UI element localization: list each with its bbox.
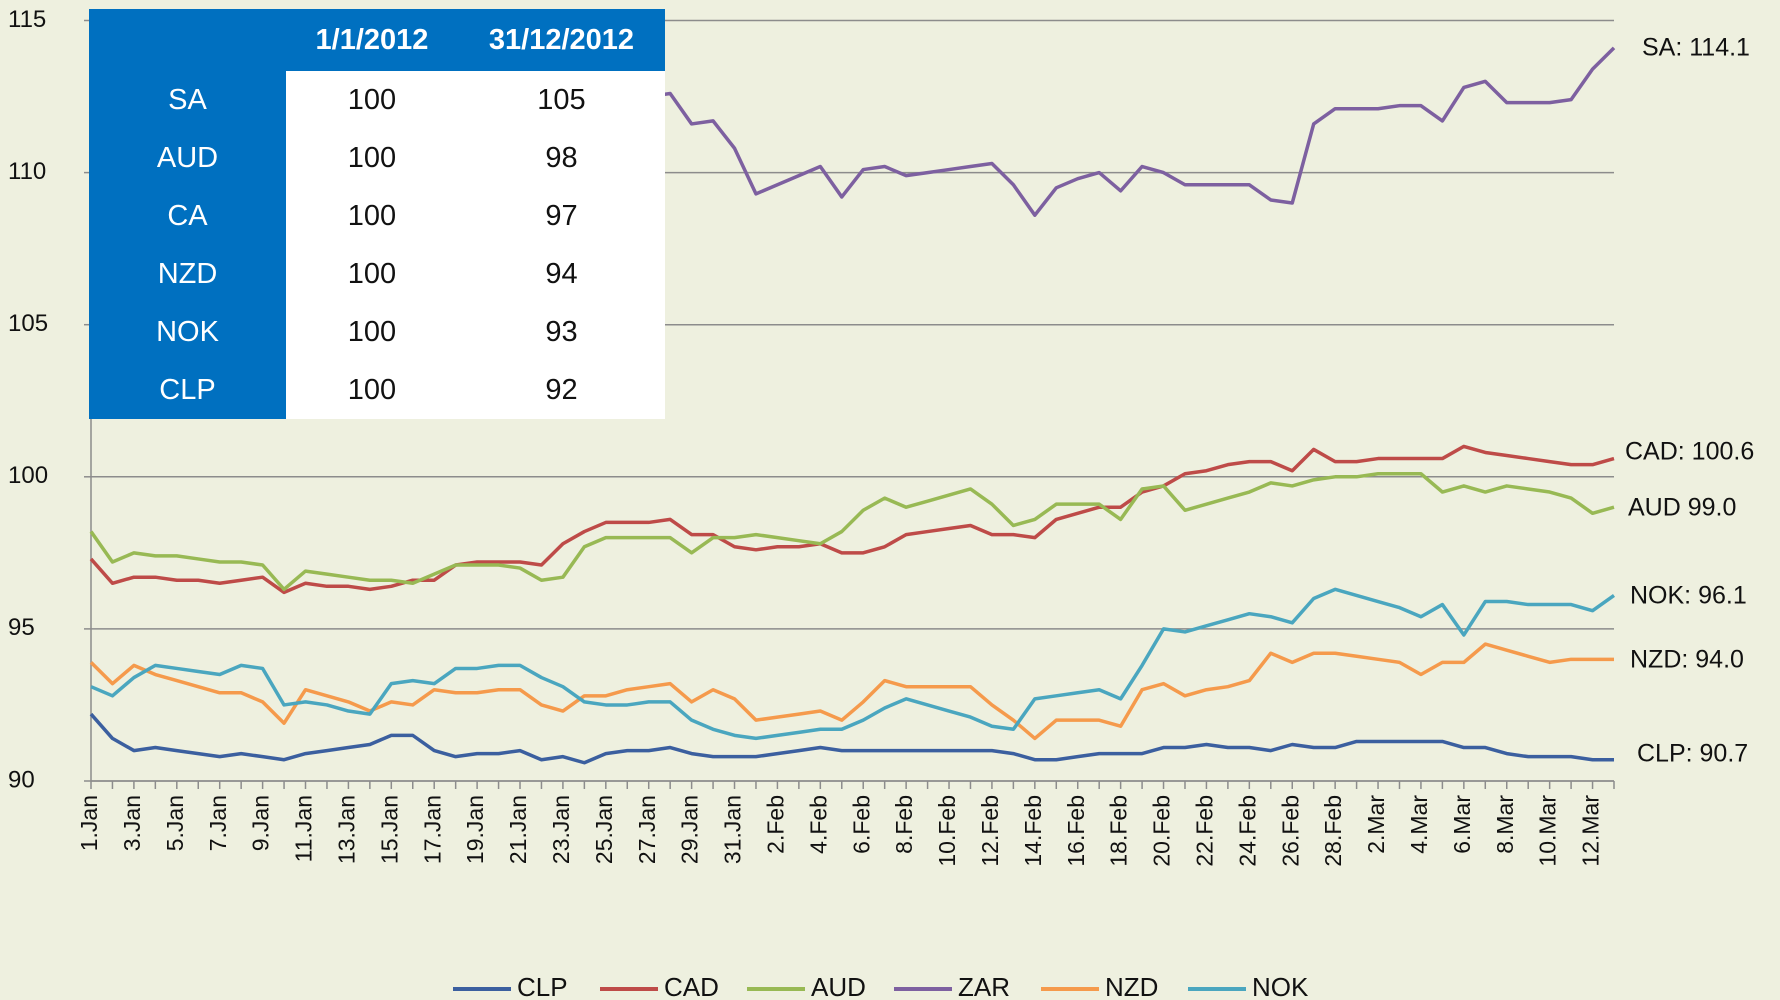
x-tick-label: 8.Feb [891,795,917,854]
x-tick-label: 6.Mar [1449,795,1475,854]
legend-label: NOK [1252,972,1309,1000]
x-tick-label: 12.Mar [1578,795,1604,867]
table-cell: 105 [458,71,665,129]
x-tick-label: 29.Jan [677,795,703,864]
column-header: 31/12/2012 [458,9,665,71]
x-tick-label: 5.Jan [162,795,188,851]
y-tick-label: 105 [8,310,48,337]
table-cell: AUD [89,129,286,187]
x-tick-label: 3.Jan [119,795,145,851]
table-header: 1/1/2012 31/12/2012 [89,9,665,71]
x-tick-label: 1.Jan [76,795,102,851]
table-cell: 97 [458,187,665,245]
column-header: 1/1/2012 [286,9,458,71]
x-tick-label: 14.Feb [1020,795,1046,867]
table-cell: 100 [286,129,458,187]
end-label: NOK: 96.1 [1630,582,1747,610]
x-tick-label: 20.Feb [1149,795,1175,867]
x-tick-label: 10.Feb [934,795,960,867]
end-label: AUD 99.0 [1628,494,1736,522]
series-line [89,712,1614,765]
x-tick-label: 31.Jan [720,795,746,864]
table-row: CLP 100 92 [89,361,665,419]
table-row: SA 100 105 [89,71,665,129]
series-line [89,642,1614,741]
legend-label: NZD [1105,972,1158,1000]
table-cell: 98 [458,129,665,187]
table-row: NOK 100 93 [89,303,665,361]
x-tick-label: 15.Jan [376,795,402,864]
series-line [89,444,1615,595]
x-tick-label: 10.Mar [1535,795,1561,867]
x-tick-label: 8.Mar [1492,795,1518,854]
x-tick-label: 2.Feb [763,795,789,854]
table-row: NZD 100 94 [89,245,665,303]
y-tick-label: 115 [8,6,46,33]
summary-table: 1/1/2012 31/12/2012 SA 100 105 AUD 100 98 CA 10… [89,9,665,419]
series-line [90,587,1616,741]
table-corner [89,9,286,71]
table-row: CA 100 97 [89,187,665,245]
table-cell: CA [89,187,286,245]
y-tick-label: 90 [8,766,35,793]
x-tick-label: 6.Feb [848,795,874,854]
table-row: AUD 100 98 [89,129,665,187]
x-tick-label: 19.Jan [462,795,488,864]
x-tick-label: 21.Jan [505,795,531,864]
table-cell: 100 [286,245,458,303]
table-cell: 100 [286,187,458,245]
table-cell: 93 [458,303,665,361]
table-cell: 100 [286,71,458,129]
y-tick-label: 110 [8,158,46,185]
table-cell: 100 [286,303,458,361]
x-tick-label: 27.Jan [634,795,660,864]
table-cell: SA [89,71,286,129]
x-tick-label: 24.Feb [1234,795,1260,867]
x-tick-label: 7.Jan [205,795,231,851]
x-tick-label: 4.Mar [1406,795,1432,854]
table-cell: NZD [89,245,286,303]
end-label: CAD: 100.6 [1625,438,1754,466]
table-cell: CLP [89,361,286,419]
x-tick-label: 28.Feb [1320,795,1346,867]
table-cell: 92 [458,361,665,419]
end-label: SA: 114.1 [1642,34,1750,62]
legend-label: CAD [664,972,719,1000]
end-label: CLP: 90.7 [1637,740,1748,768]
x-tick-label: 2.Mar [1363,795,1389,854]
y-tick-label: 95 [8,614,35,641]
x-tick-label: 22.Feb [1192,795,1218,867]
legend-label: ZAR [958,972,1010,1000]
table-cell: NOK [89,303,286,361]
x-tick-label: 4.Feb [805,795,831,854]
x-tick-label: 12.Feb [977,795,1003,867]
x-tick-label: 17.Jan [419,795,445,864]
x-tick-label: 18.Feb [1106,795,1132,867]
x-tick-label: 26.Feb [1277,795,1303,867]
legend-label: AUD [811,972,866,1000]
y-tick-label: 100 [8,462,48,489]
legend-label: CLP [517,972,568,1000]
series-line [89,472,1615,592]
x-tick-label: 23.Jan [548,795,574,864]
x-tick-label: 11.Jan [291,795,317,862]
end-label: NZD: 94.0 [1630,646,1744,674]
x-tick-label: 13.Jan [333,795,359,864]
x-tick-label: 25.Jan [591,795,617,864]
table-cell: 94 [458,245,665,303]
x-tick-label: 9.Jan [248,795,274,851]
table-cell: 100 [286,361,458,419]
x-tick-label: 16.Feb [1063,795,1089,867]
